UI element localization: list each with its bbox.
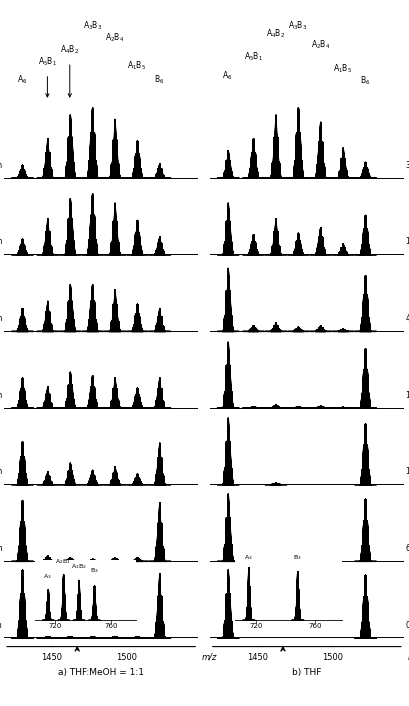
- Text: 180 min: 180 min: [405, 391, 409, 400]
- Text: A$_4$B$_2$: A$_4$B$_2$: [60, 44, 79, 56]
- Text: 120 min: 120 min: [405, 467, 409, 477]
- Text: 1500: 1500: [116, 653, 137, 662]
- Text: A$_5$B$_1$: A$_5$B$_1$: [243, 50, 262, 63]
- Text: 180 min: 180 min: [0, 391, 2, 400]
- Text: A$_3$B$_3$: A$_3$B$_3$: [82, 19, 101, 32]
- Text: 300 min: 300 min: [0, 237, 2, 246]
- Text: A$_1$B$_5$: A$_1$B$_5$: [127, 59, 146, 72]
- Text: 0 min: 0 min: [0, 621, 2, 630]
- Text: 1135 min: 1135 min: [405, 237, 409, 246]
- Text: m/z: m/z: [407, 653, 409, 662]
- Text: 1240 min: 1240 min: [0, 161, 2, 170]
- Text: m/z: m/z: [202, 653, 217, 662]
- Text: A$_6$: A$_6$: [17, 73, 27, 85]
- Text: 0 min: 0 min: [405, 621, 409, 630]
- Text: 60 min: 60 min: [405, 544, 409, 553]
- Text: 1500: 1500: [321, 653, 342, 662]
- Text: 3 weeks: 3 weeks: [405, 161, 409, 170]
- Text: a) THF:MeOH = 1:1: a) THF:MeOH = 1:1: [58, 668, 144, 677]
- Text: A$_1$B$_5$: A$_1$B$_5$: [332, 62, 351, 75]
- Text: B$_6$: B$_6$: [154, 73, 164, 85]
- Text: 1450: 1450: [41, 653, 62, 662]
- Text: A$_3$B$_3$: A$_3$B$_3$: [288, 19, 307, 32]
- Text: A$_5$B$_1$: A$_5$B$_1$: [38, 55, 57, 68]
- Text: 60 min: 60 min: [0, 544, 2, 553]
- Text: 1450: 1450: [247, 653, 267, 662]
- Text: A$_6$: A$_6$: [222, 69, 232, 81]
- Text: A$_2$B$_4$: A$_2$B$_4$: [105, 32, 124, 44]
- Text: 240 min: 240 min: [0, 314, 2, 323]
- Text: b) THF: b) THF: [292, 668, 321, 677]
- Text: B$_6$: B$_6$: [359, 75, 369, 87]
- Text: A$_2$B$_4$: A$_2$B$_4$: [310, 39, 329, 51]
- Text: 120 min: 120 min: [0, 467, 2, 477]
- Text: A$_4$B$_2$: A$_4$B$_2$: [265, 28, 284, 40]
- Text: 440 min: 440 min: [405, 314, 409, 323]
